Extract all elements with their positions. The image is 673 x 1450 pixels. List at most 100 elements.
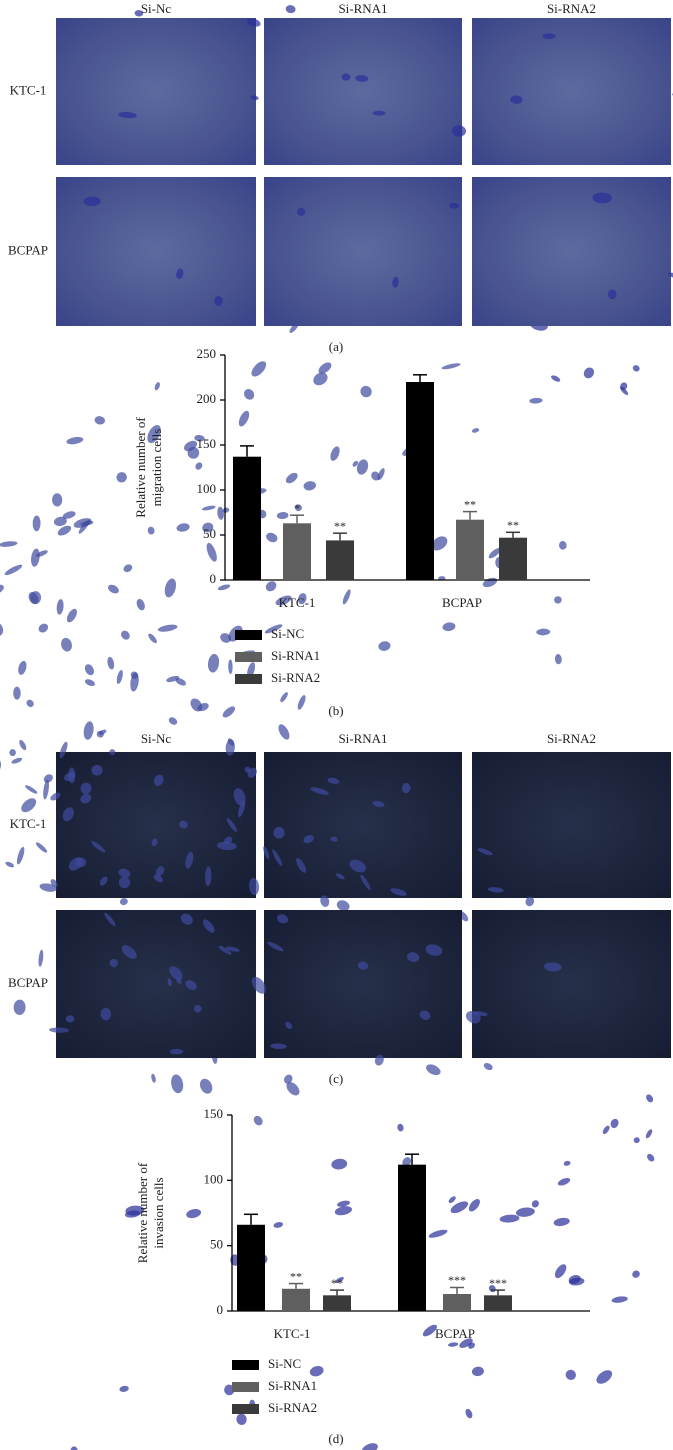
legend-swatch — [232, 1404, 259, 1414]
cell — [428, 1229, 448, 1238]
cell — [226, 946, 240, 952]
cell — [294, 504, 302, 512]
cell — [169, 966, 183, 980]
cell — [30, 548, 40, 567]
cell — [186, 1209, 202, 1219]
row-label: BCPAP — [8, 975, 48, 990]
cell — [136, 598, 145, 611]
cell — [327, 777, 340, 784]
cell — [266, 532, 278, 543]
cell — [647, 1153, 655, 1162]
cell — [557, 1177, 571, 1186]
cell — [263, 846, 270, 860]
cell — [472, 1011, 488, 1017]
cell — [104, 912, 116, 927]
cell — [331, 1158, 348, 1170]
cell — [84, 664, 94, 676]
legend-label: Si-NC — [271, 626, 304, 641]
cell — [80, 793, 92, 804]
legend-label: Si-NC — [268, 1356, 301, 1371]
cell — [19, 739, 27, 751]
cell — [632, 365, 640, 372]
cell — [360, 385, 372, 398]
y-tick-label: 200 — [197, 391, 217, 406]
cell — [372, 110, 386, 116]
cell — [195, 462, 203, 470]
cell — [5, 861, 15, 868]
cell — [0, 584, 4, 595]
cell — [217, 584, 231, 591]
cell — [536, 628, 551, 636]
cell — [608, 289, 617, 300]
row-label: KTC-1 — [10, 816, 47, 831]
cell — [217, 506, 224, 520]
cell — [251, 976, 267, 994]
bar — [233, 456, 261, 580]
cell — [43, 774, 53, 783]
cell — [390, 888, 407, 896]
panel-label: (c) — [329, 1071, 343, 1086]
bar — [456, 519, 484, 580]
bar — [406, 382, 434, 580]
x-tick-label: BCPAP — [442, 595, 482, 610]
legend-swatch — [235, 652, 262, 662]
cell — [422, 1324, 437, 1337]
cell — [214, 296, 223, 307]
bar — [443, 1294, 471, 1311]
cell — [342, 589, 351, 605]
cell — [442, 622, 456, 632]
cell — [330, 836, 338, 842]
cell — [175, 678, 187, 686]
cell — [83, 196, 101, 206]
cell — [32, 515, 41, 532]
cell — [563, 1160, 571, 1166]
cell — [645, 1129, 653, 1139]
cell — [66, 608, 77, 623]
cell — [276, 512, 289, 520]
cell — [119, 898, 128, 906]
cell — [477, 848, 493, 856]
cell — [0, 759, 2, 778]
significance: ** — [334, 519, 346, 533]
cell — [99, 876, 108, 886]
cell — [134, 10, 144, 17]
cell — [119, 1385, 129, 1392]
cell — [238, 410, 250, 427]
y-tick-label: 150 — [197, 436, 217, 451]
cell — [253, 1115, 263, 1126]
cell — [39, 883, 57, 892]
cell — [349, 859, 367, 873]
cell — [529, 397, 543, 404]
legend-label: Si-RNA1 — [271, 648, 320, 663]
cell — [194, 434, 205, 442]
cell — [116, 669, 123, 684]
cell — [35, 842, 48, 853]
legend-swatch — [232, 1360, 259, 1370]
cell — [75, 857, 87, 868]
micrograph — [56, 18, 256, 165]
cell — [406, 952, 420, 963]
cell — [94, 416, 106, 425]
cell — [153, 874, 163, 883]
cell — [185, 980, 197, 990]
cell — [610, 1118, 619, 1129]
significance: ** — [290, 1269, 302, 1283]
micrograph — [472, 177, 671, 326]
cell — [447, 1342, 459, 1347]
cell — [24, 785, 38, 794]
cell — [334, 1206, 353, 1216]
cell — [16, 846, 25, 865]
cell — [487, 887, 504, 893]
y-axis-label: invasion cells — [151, 1177, 166, 1248]
cell — [465, 1408, 473, 1419]
cell — [98, 729, 107, 735]
cell — [471, 428, 480, 433]
cell — [68, 767, 76, 784]
cell — [278, 724, 290, 740]
cell — [483, 1062, 493, 1071]
cell — [233, 788, 246, 806]
cell — [499, 1214, 520, 1223]
cell — [471, 1366, 484, 1377]
cell — [297, 593, 307, 605]
cell — [425, 944, 443, 956]
